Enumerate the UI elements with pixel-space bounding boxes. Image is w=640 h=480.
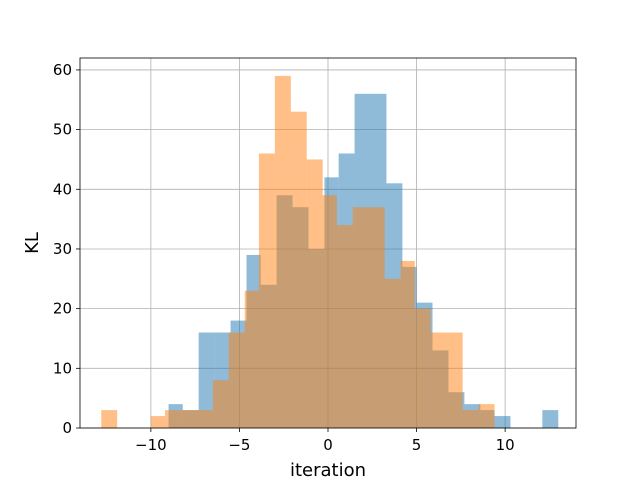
y-tick-label: 60 [53, 61, 72, 79]
y-tick-label: 0 [62, 419, 72, 437]
histogram-bar [400, 260, 415, 428]
histogram-bar [494, 416, 511, 428]
x-tick-label: 0 [323, 436, 333, 454]
x-tick-label: −10 [135, 436, 167, 454]
histogram-bar [290, 111, 307, 428]
histogram-bar [478, 404, 495, 428]
x-tick-label: −5 [228, 436, 250, 454]
histogram-bar [212, 380, 229, 428]
histogram-bar [150, 416, 166, 428]
y-tick-label: 10 [53, 359, 72, 377]
x-axis-label: iteration [290, 460, 366, 480]
histogram-bar [180, 410, 197, 428]
histogram-bar [430, 332, 447, 428]
histogram-bar [196, 410, 213, 428]
series-orange [101, 75, 495, 429]
histogram-bar [228, 332, 245, 428]
x-tick-label: 10 [496, 436, 515, 454]
y-tick-label: 30 [53, 240, 72, 258]
y-tick-label: 20 [53, 300, 72, 318]
histogram-bar [244, 290, 259, 428]
histogram-bars [101, 75, 559, 429]
histogram-bar [274, 75, 291, 428]
histogram-bar [384, 278, 401, 428]
histogram-bar [352, 207, 369, 428]
histogram-bar [101, 410, 118, 428]
y-tick-label: 50 [53, 121, 72, 139]
histogram-bar [368, 207, 385, 428]
histogram-bar [198, 332, 215, 428]
y-axis-ticks: 0 10 20 30 40 50 60 [53, 61, 80, 437]
histogram-bar [165, 410, 181, 428]
y-axis-label: KL [22, 232, 43, 254]
x-tick-label: 5 [412, 436, 422, 454]
histogram-bar [258, 153, 275, 428]
x-axis-ticks: −10 −5 0 5 10 [135, 428, 515, 454]
histogram-bar [306, 159, 323, 429]
histogram-bar [336, 225, 353, 428]
histogram-bar [542, 410, 559, 428]
histogram-bar [322, 195, 337, 428]
histogram-bar [462, 410, 479, 428]
histogram-bar [446, 332, 463, 428]
histogram-bar [414, 308, 431, 428]
y-tick-label: 40 [53, 180, 72, 198]
